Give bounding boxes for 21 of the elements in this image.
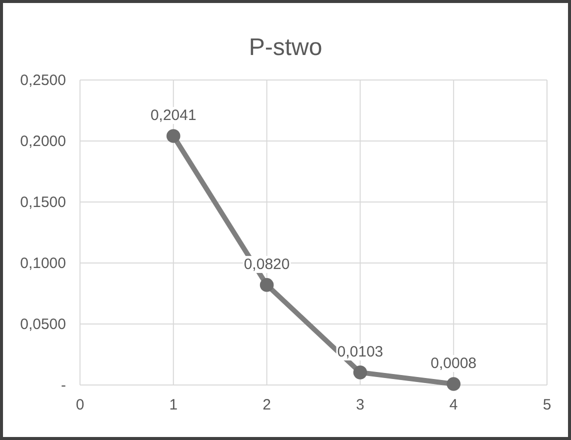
point bbox=[260, 278, 274, 292]
data-label: 0,0103 bbox=[337, 343, 384, 360]
data-label: 0,0820 bbox=[244, 256, 290, 273]
y-tick-label: 0,1500 bbox=[20, 194, 66, 211]
y-tick-label: 0,2500 bbox=[20, 72, 66, 89]
chart-title: P-stwo bbox=[248, 34, 322, 61]
y-tick-label: 0,1000 bbox=[20, 254, 66, 272]
x-tick-label: 0 bbox=[76, 396, 84, 414]
y-tick-label: 0,0500 bbox=[20, 316, 66, 333]
data-label: 0,0008 bbox=[430, 355, 477, 372]
data-label: 0,2041 bbox=[150, 107, 196, 124]
x-tick-label: 2 bbox=[262, 396, 271, 414]
point bbox=[166, 129, 180, 143]
x-tick-label: 3 bbox=[356, 396, 364, 414]
x-tick-label: 4 bbox=[449, 396, 458, 414]
x-tick-label: 5 bbox=[542, 396, 552, 414]
point bbox=[353, 366, 368, 380]
y-tick-label: 0,2000 bbox=[20, 132, 66, 150]
point bbox=[446, 377, 461, 391]
y-tick-label: - bbox=[61, 376, 66, 394]
x-tick-label: 1 bbox=[169, 396, 178, 414]
